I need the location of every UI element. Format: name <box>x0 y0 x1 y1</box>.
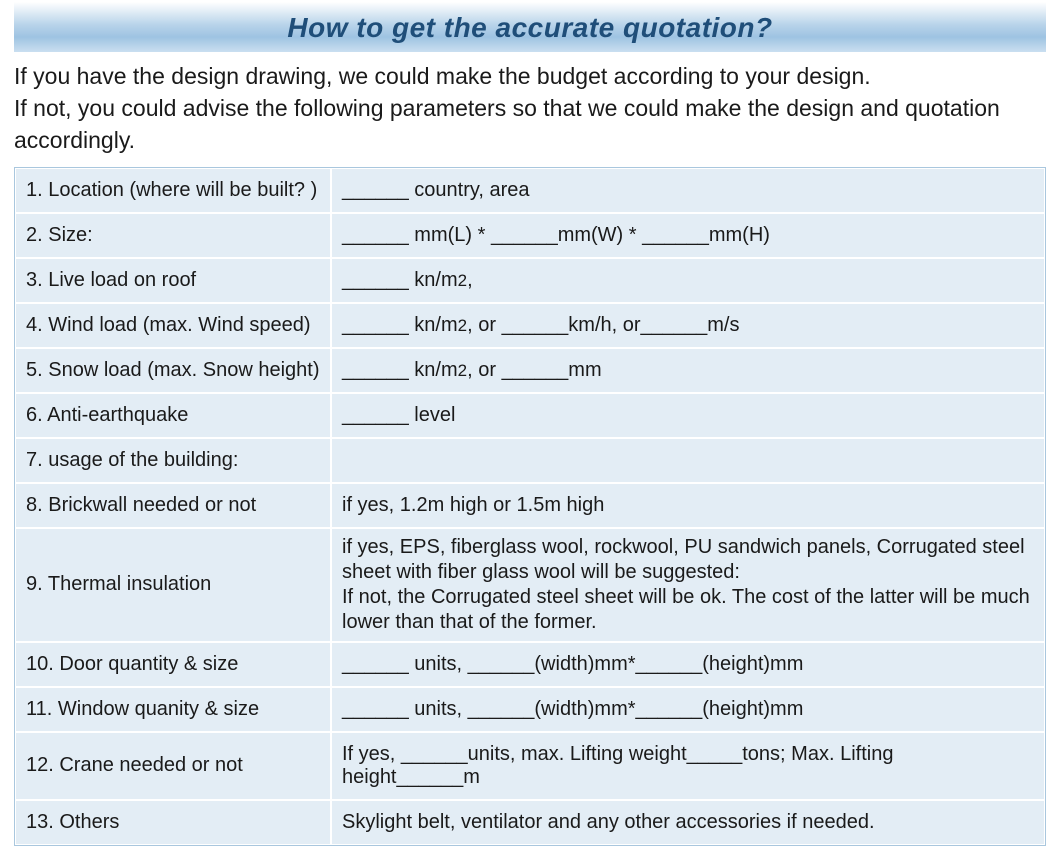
table-row: 7. usage of the building: <box>15 438 1045 483</box>
param-label: 6. Anti-earthquake <box>15 393 331 438</box>
param-label: 2. Size: <box>15 213 331 258</box>
param-label: 4. Wind load (max. Wind speed) <box>15 303 331 348</box>
table-row: 4. Wind load (max. Wind speed) ______ kn… <box>15 303 1045 348</box>
param-label: 1. Location (where will be built? ) <box>15 168 331 213</box>
table-row: 3. Live load on roof ______ kn/m2, <box>15 258 1045 303</box>
param-label: 3. Live load on roof <box>15 258 331 303</box>
table-row: 5. Snow load (max. Snow height) ______ k… <box>15 348 1045 393</box>
param-value: if yes, EPS, fiberglass wool, rockwool, … <box>331 528 1045 642</box>
intro-paragraph: If you have the design drawing, we could… <box>14 63 1000 153</box>
param-value: if yes, 1.2m high or 1.5m high <box>331 483 1045 528</box>
table-row: 6. Anti-earthquake ______ level <box>15 393 1045 438</box>
param-value: ______ units, ______(width)mm*______(hei… <box>331 642 1045 687</box>
param-value: Skylight belt, ventilator and any other … <box>331 800 1045 845</box>
param-value: ______ mm(L) * ______mm(W) * ______mm(H) <box>331 213 1045 258</box>
param-value: ______ kn/m2, or ______km/h, or______m/s <box>331 303 1045 348</box>
page-title: How to get the accurate quotation? <box>14 12 1046 44</box>
param-label: 10. Door quantity & size <box>15 642 331 687</box>
table-row: 2. Size: ______ mm(L) * ______mm(W) * __… <box>15 213 1045 258</box>
param-label: 12. Crane needed or not <box>15 732 331 800</box>
parameters-table: 1. Location (where will be built? ) ____… <box>14 167 1046 846</box>
table-row: 10. Door quantity & size ______ units, _… <box>15 642 1045 687</box>
param-label: 8. Brickwall needed or not <box>15 483 331 528</box>
param-value <box>331 438 1045 483</box>
header-banner: How to get the accurate quotation? <box>14 2 1046 52</box>
param-value: ______ level <box>331 393 1045 438</box>
param-label: 5. Snow load (max. Snow height) <box>15 348 331 393</box>
table-row: 12. Crane needed or not If yes, ______un… <box>15 732 1045 800</box>
table-row: 11. Window quanity & size ______ units, … <box>15 687 1045 732</box>
param-value: ______ country, area <box>331 168 1045 213</box>
table-row: 13. Others Skylight belt, ventilator and… <box>15 800 1045 845</box>
param-label: 11. Window quanity & size <box>15 687 331 732</box>
param-value: ______ units, ______(width)mm*______(hei… <box>331 687 1045 732</box>
param-value: ______ kn/m2, <box>331 258 1045 303</box>
param-label: 9. Thermal insulation <box>15 528 331 642</box>
param-label: 13. Others <box>15 800 331 845</box>
table-row: 9. Thermal insulation if yes, EPS, fiber… <box>15 528 1045 642</box>
param-label: 7. usage of the building: <box>15 438 331 483</box>
table-row: 8. Brickwall needed or not if yes, 1.2m … <box>15 483 1045 528</box>
param-value: If yes, ______units, max. Lifting weight… <box>331 732 1045 800</box>
param-value: ______ kn/m2, or ______mm <box>331 348 1045 393</box>
parameters-table-wrap: 1. Location (where will be built? ) ____… <box>0 167 1060 846</box>
intro-text: If you have the design drawing, we could… <box>0 52 1060 167</box>
table-row: 1. Location (where will be built? ) ____… <box>15 168 1045 213</box>
